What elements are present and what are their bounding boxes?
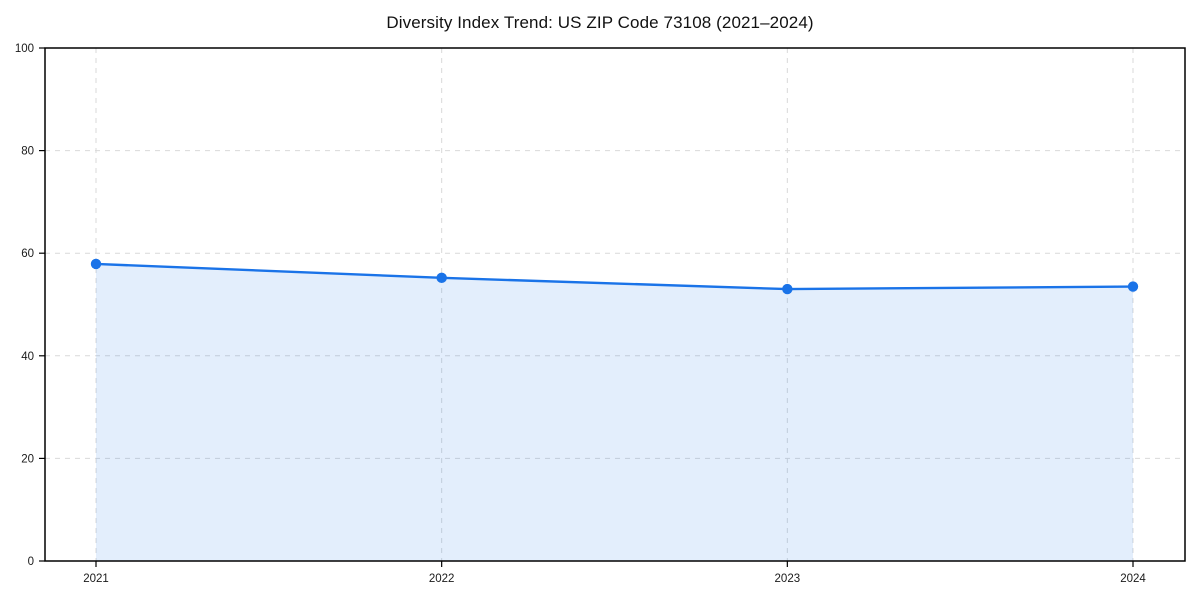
area-fill xyxy=(96,263,1133,561)
y-axis-tick-label: 0 xyxy=(28,556,34,568)
y-axis-tick-label: 20 xyxy=(21,453,34,465)
x-axis-tick-label: 2024 xyxy=(1120,573,1146,585)
x-axis-tick-label: 2021 xyxy=(83,573,109,585)
y-axis-tick-label: 40 xyxy=(21,351,34,363)
x-axis-tick-label: 2023 xyxy=(775,573,801,585)
data-point-2024 xyxy=(1127,281,1139,292)
data-point-2021 xyxy=(90,258,102,270)
y-axis-tick-label: 80 xyxy=(21,146,34,158)
data-point-2023 xyxy=(782,283,793,295)
trend-line xyxy=(94,262,1135,291)
plot-border xyxy=(44,47,1186,562)
y-axis-tick-label: 60 xyxy=(21,248,34,260)
y-axis-tick-label: 100 xyxy=(15,43,34,55)
x-axis-tick-label: 2022 xyxy=(429,573,455,585)
chart-title: Diversity Index Trend: US ZIP Code 73108… xyxy=(386,13,814,32)
data-point-2022 xyxy=(436,272,447,284)
